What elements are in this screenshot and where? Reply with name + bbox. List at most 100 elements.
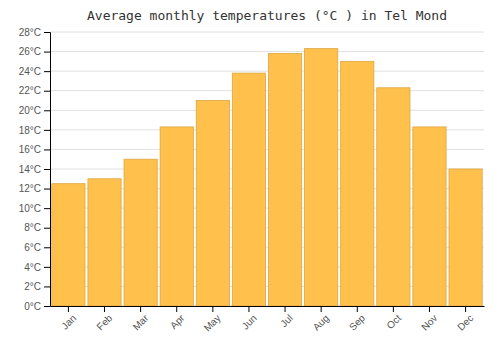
tick-label: Dec — [455, 312, 475, 332]
tick: 24°C — [19, 66, 50, 77]
tick-mark — [176, 306, 177, 312]
tick-label: 0°C — [24, 301, 41, 312]
tick: 0°C — [24, 301, 50, 312]
tick: Aug — [311, 306, 331, 333]
tick-mark — [44, 228, 50, 229]
grid-line — [50, 51, 484, 52]
bar — [52, 184, 85, 306]
bar — [124, 159, 157, 306]
tick-mark — [44, 71, 50, 72]
tick-label: May — [202, 312, 223, 333]
tick-mark — [44, 189, 50, 190]
tick-label: 26°C — [19, 46, 41, 57]
tick-label: 10°C — [19, 203, 41, 214]
tick: 8°C — [24, 222, 50, 233]
tick: Oct — [384, 306, 403, 331]
grid — [50, 32, 484, 306]
tick-label: Nov — [419, 312, 439, 332]
tick: 26°C — [19, 46, 50, 57]
tick: May — [202, 306, 223, 334]
title: Average monthly temperatures (°C ) in Te… — [87, 8, 447, 23]
tick-label: 24°C — [19, 66, 41, 77]
tick-label: Aug — [311, 312, 331, 332]
tick: Apr — [168, 306, 187, 331]
tick: 16°C — [19, 144, 50, 155]
tick: Dec — [455, 306, 475, 333]
chart: 0°C 2°C 4°C 6°C 8°C 10°C 12°C 14°C 16°C 18°C 20°C 2… — [0, 0, 500, 350]
tick-label: 6°C — [24, 242, 41, 253]
tick-label: 14°C — [19, 164, 41, 175]
tick-mark — [44, 110, 50, 111]
tick: Nov — [419, 306, 439, 333]
grid-line — [50, 90, 484, 91]
tick-mark — [285, 306, 286, 312]
tick-mark — [248, 306, 249, 312]
tick-mark — [44, 247, 50, 248]
bar — [341, 61, 374, 306]
tick-label: 4°C — [24, 262, 41, 273]
axis-line — [44, 33, 51, 307]
tick-mark — [44, 52, 50, 53]
tick-mark — [44, 208, 50, 209]
tick: 14°C — [19, 164, 50, 175]
bar — [268, 54, 301, 306]
tick: Jun — [240, 306, 259, 332]
tick: 28°C — [19, 27, 50, 38]
bar — [88, 179, 121, 306]
tick: Feb — [94, 306, 114, 332]
tick: 2°C — [24, 281, 50, 292]
grid-line — [50, 32, 484, 33]
tick-label: Mar — [131, 312, 151, 332]
tick-mark — [44, 286, 50, 287]
tick: 10°C — [19, 203, 50, 214]
bars — [52, 49, 482, 306]
bar — [413, 127, 446, 306]
tick-label: Jul — [278, 312, 295, 329]
tick: Sep — [347, 306, 368, 333]
tick: 12°C — [19, 183, 50, 194]
tick-label: Jun — [240, 312, 259, 331]
tick: 4°C — [24, 262, 50, 273]
tick-label: Feb — [94, 312, 114, 332]
tick-label: 16°C — [19, 144, 41, 155]
tick: 22°C — [19, 85, 50, 96]
tick-label: Sep — [347, 312, 368, 333]
x-axis: Jan Feb Mar Apr May Jun Jul Aug Sep Oct Nov Dec — [51, 306, 485, 334]
plot: 0°C 2°C 4°C 6°C 8°C 10°C 12°C 14°C 16°C 18°C 20°C 2… — [19, 27, 485, 334]
tick-mark — [68, 306, 69, 312]
tick-mark — [321, 306, 322, 312]
tick: 18°C — [19, 125, 50, 136]
tick-mark — [44, 169, 50, 170]
tick-mark — [140, 306, 141, 312]
tick-mark — [44, 149, 50, 150]
y-axis: 0°C 2°C 4°C 6°C 8°C 10°C 12°C 14°C 16°C 18°C 20°C 2… — [19, 27, 51, 312]
tick-label: 18°C — [19, 125, 41, 136]
tick: Jul — [278, 306, 295, 329]
tick-mark — [44, 32, 50, 33]
bar — [196, 101, 229, 307]
tick-mark — [465, 306, 466, 312]
tick-label: Jan — [59, 312, 78, 331]
grid-line — [50, 110, 484, 111]
tick-label: 28°C — [19, 27, 41, 38]
tick: 20°C — [19, 105, 50, 116]
axis-line — [51, 306, 485, 307]
tick-mark — [44, 130, 50, 131]
tick-mark — [44, 267, 50, 268]
tick-mark — [104, 306, 105, 312]
tick-label: Apr — [168, 312, 187, 331]
tick-mark — [212, 306, 213, 312]
tick-mark — [44, 306, 50, 307]
tick: 6°C — [24, 242, 50, 253]
bar — [449, 169, 482, 306]
tick-label: 20°C — [19, 105, 41, 116]
tick: Jan — [59, 306, 78, 332]
bar — [232, 73, 265, 306]
tick-label: 2°C — [24, 281, 41, 292]
tick-label: Oct — [384, 312, 403, 331]
tick-mark — [44, 91, 50, 92]
tick: Mar — [131, 306, 151, 332]
tick-mark — [393, 306, 394, 312]
tick-label: 12°C — [19, 183, 41, 194]
tick-mark — [429, 306, 430, 312]
